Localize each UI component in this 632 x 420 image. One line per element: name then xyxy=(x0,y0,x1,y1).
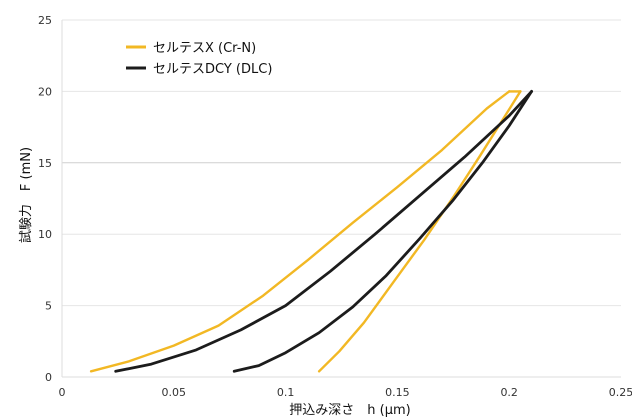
grid xyxy=(62,19,621,378)
series-2 xyxy=(114,90,533,373)
y-axis-title: 試験力 F (mN) xyxy=(18,147,34,243)
series-2-loading-curve xyxy=(114,90,533,373)
series-1 xyxy=(89,90,522,373)
legend: セルテスX (Cr-N) セルテスDCY (DLC) xyxy=(126,41,272,77)
series-layer xyxy=(89,90,533,373)
x-tick-label: 0 xyxy=(59,386,66,399)
x-axis-ticks: 0 0.05 0.1 0.15 0.2 0.25 xyxy=(59,386,632,399)
plot-area xyxy=(61,20,621,378)
x-tick-label: 0.1 xyxy=(277,386,295,399)
legend-label-2: セルテスDCY (DLC) xyxy=(153,62,272,77)
x-tick-label: 0.25 xyxy=(609,386,632,399)
y-tick-label: 20 xyxy=(38,85,52,98)
series-1-unloading-curve xyxy=(317,90,522,373)
y-tick-label: 25 xyxy=(38,14,52,27)
x-tick-label: 0.2 xyxy=(500,386,518,399)
x-tick-label: 0.05 xyxy=(162,386,187,399)
y-tick-label: 0 xyxy=(45,371,52,384)
series-1-loading-curve xyxy=(89,90,511,373)
x-axis-title: 押込み深さ h (μm) xyxy=(289,403,410,418)
y-tick-label: 10 xyxy=(38,228,52,241)
x-tick-label: 0.15 xyxy=(385,386,410,399)
y-tick-label: 5 xyxy=(45,300,52,313)
legend-label-1: セルテスX (Cr-N) xyxy=(153,41,256,56)
series-2-unloading-curve xyxy=(232,90,533,373)
y-tick-label: 15 xyxy=(38,157,52,170)
y-axis-ticks: 0 5 10 15 20 25 xyxy=(38,14,52,384)
